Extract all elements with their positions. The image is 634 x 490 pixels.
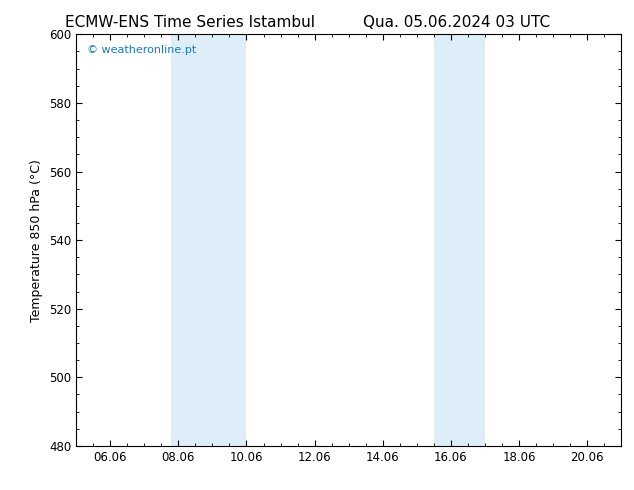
Text: Qua. 05.06.2024 03 UTC: Qua. 05.06.2024 03 UTC <box>363 15 550 30</box>
Bar <box>171 34 247 446</box>
Bar <box>434 34 451 446</box>
Y-axis label: Temperature 850 hPa (°C): Temperature 850 hPa (°C) <box>30 159 43 321</box>
Bar <box>451 34 485 446</box>
Text: ECMW-ENS Time Series Istambul: ECMW-ENS Time Series Istambul <box>65 15 315 30</box>
Text: © weatheronline.pt: © weatheronline.pt <box>87 45 197 54</box>
